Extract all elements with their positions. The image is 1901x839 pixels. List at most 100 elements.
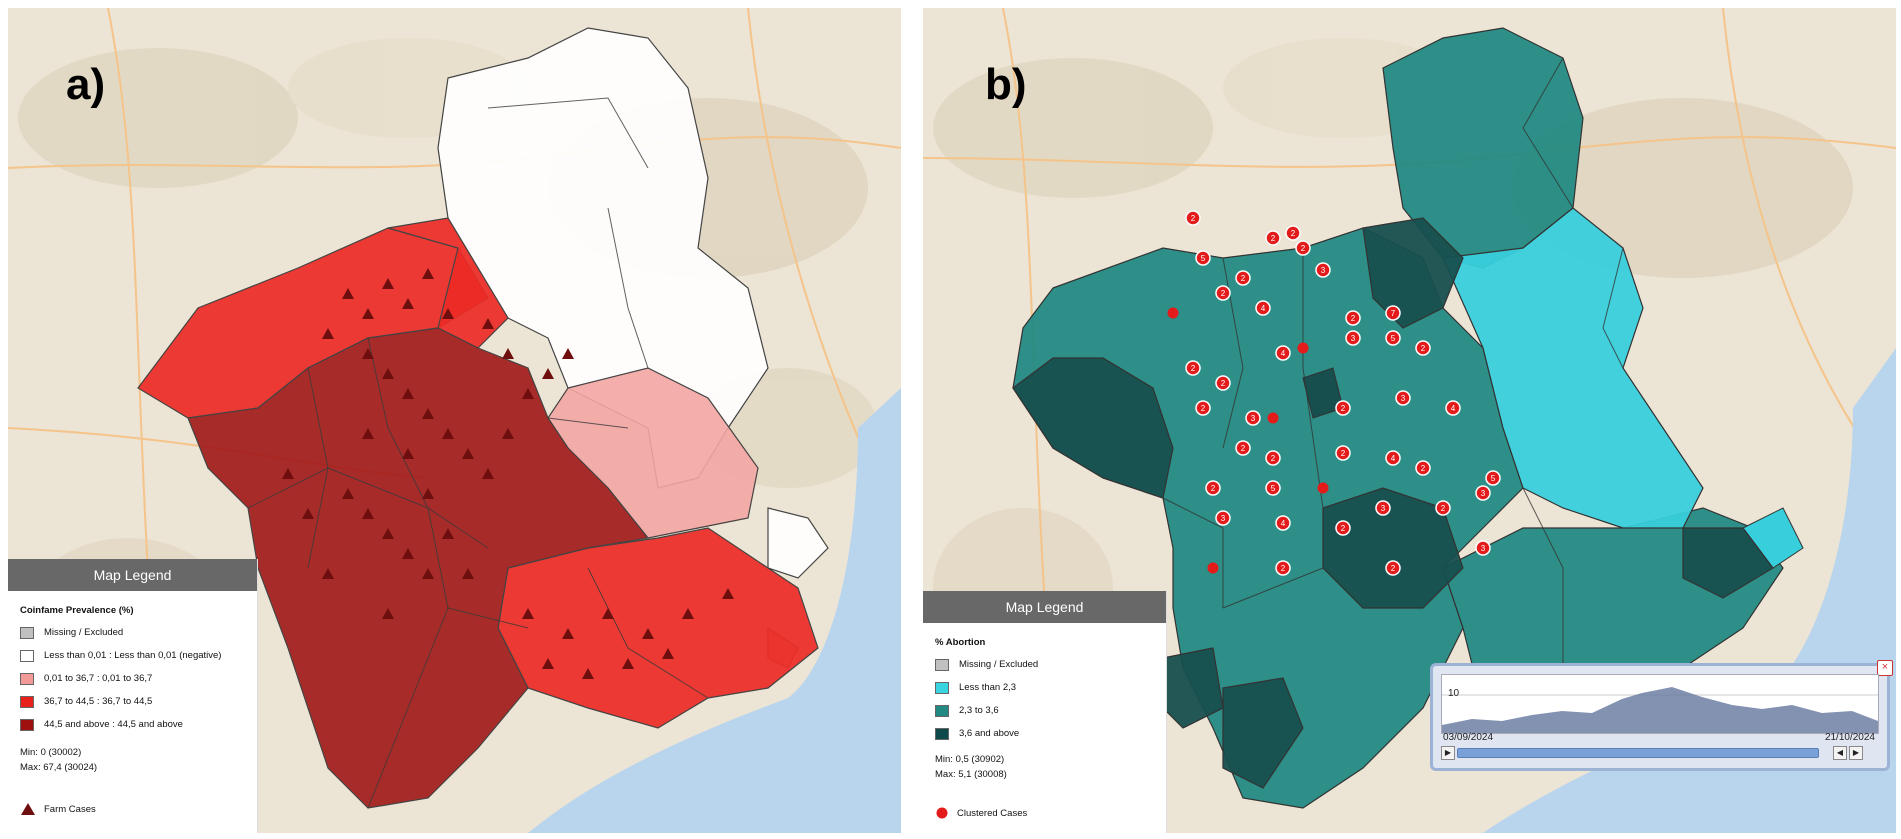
cluster-marker <box>1265 230 1281 246</box>
cluster-marker <box>1385 305 1401 321</box>
cluster-count-label: 2 <box>1421 464 1426 473</box>
cluster-count-label: 2 <box>1281 564 1286 573</box>
farm-case-marker <box>562 348 574 359</box>
cluster-count-label: 2 <box>1211 484 1216 493</box>
legend-item-label: 2,3 to 3,6 <box>959 705 999 716</box>
panel-letter-a: a) <box>66 60 106 109</box>
cluster-marker <box>1375 500 1391 516</box>
farm-case-marker <box>362 348 374 359</box>
region-darkred-main[interactable] <box>187 327 650 809</box>
cluster-marker <box>1385 560 1401 576</box>
farm-case-markers <box>282 268 734 679</box>
cluster-count-label: 2 <box>1271 234 1276 243</box>
cluster-marker <box>1385 330 1401 346</box>
cluster-marker <box>1245 410 1261 426</box>
cluster-count-label: 2 <box>1241 444 1246 453</box>
timeline-widget[interactable]: × 10 03/09/2024 21/10/2024 ▶ ◀ ▶ <box>1430 660 1893 771</box>
farm-case-marker <box>342 288 354 299</box>
cluster-count-label: 5 <box>1491 474 1496 483</box>
cluster-marker <box>1195 400 1211 416</box>
triangle-icon <box>21 803 35 815</box>
region-red-se[interactable] <box>497 527 819 729</box>
sea-area <box>528 388 901 833</box>
region-red-n[interactable] <box>387 217 509 349</box>
cluster-count-label: 5 <box>1201 254 1206 263</box>
cluster-count-label: 2 <box>1341 524 1346 533</box>
play-icon[interactable]: ▶ <box>1441 746 1455 760</box>
farm-case-marker <box>422 488 434 499</box>
region-darkteal-e[interactable] <box>1682 527 1774 599</box>
cluster-count-label: 2 <box>1341 404 1346 413</box>
cluster-marker <box>1207 562 1219 574</box>
timeline-chart: 10 <box>1441 674 1879 734</box>
map-panel-a[interactable]: a) Map Legend Coinfame Prevalence (%) Mi… <box>8 8 901 833</box>
farm-case-marker <box>462 568 474 579</box>
farm-case-marker <box>442 528 454 539</box>
legend-swatch <box>935 727 949 740</box>
legend-header-a[interactable]: Map Legend <box>8 559 257 591</box>
cluster-marker <box>1475 485 1491 501</box>
farm-case-marker <box>542 658 554 669</box>
cluster-marker <box>1415 460 1431 476</box>
farm-case-marker <box>722 588 734 599</box>
timeline-slider[interactable] <box>1457 748 1819 758</box>
farm-case-marker <box>362 508 374 519</box>
region-cyan[interactable] <box>1442 207 1704 529</box>
farm-case-marker <box>402 388 414 399</box>
cluster-marker <box>1275 515 1291 531</box>
map-canvas-a[interactable] <box>8 8 901 833</box>
cluster-marker <box>1345 330 1361 346</box>
farm-case-marker <box>342 488 354 499</box>
farm-case-marker <box>482 468 494 479</box>
cluster-marker <box>1285 225 1301 241</box>
legend-item-label: 3,6 and above <box>959 728 1020 739</box>
region-darkteal-s[interactable] <box>1222 677 1304 789</box>
legend-min-a: Min: 0 (30002) <box>20 747 82 758</box>
cluster-marker <box>1215 285 1231 301</box>
farm-case-marker <box>402 548 414 559</box>
region-darkteal-c[interactable] <box>1322 487 1464 609</box>
region-white-coast[interactable] <box>767 507 829 579</box>
farm-case-marker <box>602 608 614 619</box>
step-back-icon[interactable]: ◀ <box>1833 746 1847 760</box>
cluster-count-label: 2 <box>1291 229 1296 238</box>
legend-item-label: 36,7 to 44,5 : 36,7 to 44,5 <box>44 696 153 707</box>
legend-item-label: Missing / Excluded <box>959 659 1039 670</box>
legend-item-mid: 2,3 to 3,6 <box>935 702 1166 719</box>
legend-item-negative: Less than 0,01 : Less than 0,01 (negativ… <box>20 647 257 664</box>
timeline-y-tick: 10 <box>1448 688 1460 699</box>
cluster-count-label: 2 <box>1421 344 1426 353</box>
cluster-marker <box>1315 262 1331 278</box>
cluster-marker <box>1267 412 1279 424</box>
step-forward-icon[interactable]: ▶ <box>1849 746 1863 760</box>
farm-case-marker <box>362 308 374 319</box>
cluster-count-label: 2 <box>1271 454 1276 463</box>
legend-item-missing: Missing / Excluded <box>20 624 257 641</box>
region-darkteal-w[interactable] <box>1012 357 1174 499</box>
farm-case-marker <box>522 388 534 399</box>
cluster-marker <box>1195 250 1211 266</box>
farm-case-marker <box>382 368 394 379</box>
legend-item-low: Less than 2,3 <box>935 679 1166 696</box>
legend-swatch <box>935 704 949 717</box>
cluster-marker <box>1335 445 1351 461</box>
timeline-start-date: 03/09/2024 <box>1443 732 1494 743</box>
cluster-count-label: 5 <box>1391 334 1396 343</box>
cluster-marker <box>1215 375 1231 391</box>
cluster-count-label: 4 <box>1391 454 1396 463</box>
farm-case-marker <box>382 278 394 289</box>
farm-case-marker <box>642 628 654 639</box>
region-darkteal-n[interactable] <box>1362 217 1464 329</box>
close-icon[interactable]: × <box>1877 660 1893 676</box>
legend-header-b[interactable]: Map Legend <box>923 591 1166 623</box>
legend-item-missing: Missing / Excluded <box>935 656 1166 673</box>
cluster-count-label: 2 <box>1191 214 1196 223</box>
cluster-count-label: 2 <box>1341 449 1346 458</box>
cluster-marker <box>1297 342 1309 354</box>
timeline-controls: ▶ ◀ ▶ <box>1441 746 1877 760</box>
legend-item-label: 44,5 and above : 44,5 and above <box>44 719 183 730</box>
cluster-count-label: 2 <box>1201 404 1206 413</box>
legend-swatch <box>935 658 949 671</box>
